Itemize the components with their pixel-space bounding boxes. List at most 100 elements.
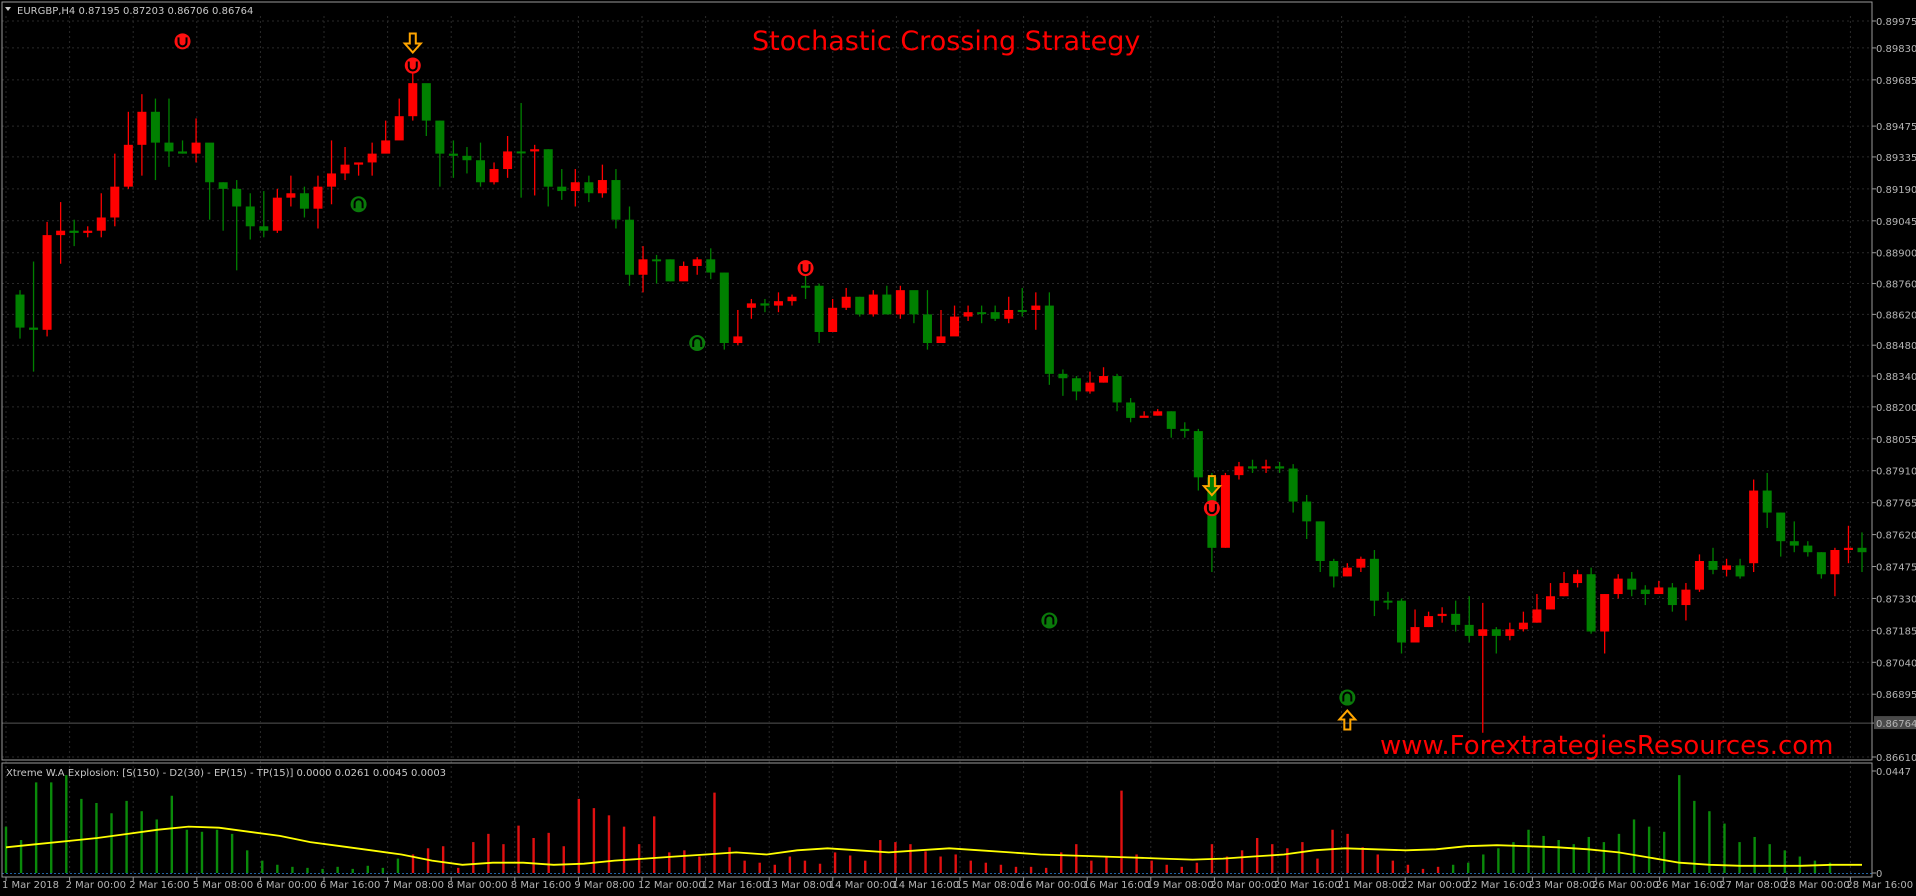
candle-body xyxy=(1302,501,1312,522)
y-tick-label: 0.88900 xyxy=(1876,249,1916,260)
candle-body xyxy=(570,182,580,192)
candle-body xyxy=(1830,550,1840,575)
candle-body xyxy=(665,259,675,282)
candle-body xyxy=(1139,415,1149,418)
candle-body xyxy=(1044,305,1054,374)
candle-body xyxy=(489,169,499,183)
y-tick-label: 0.87620 xyxy=(1876,531,1916,542)
y-tick-label: 0.86895 xyxy=(1876,690,1916,701)
candle-body xyxy=(1166,411,1176,429)
candle-body xyxy=(1031,305,1041,310)
candle-body xyxy=(1071,378,1081,392)
x-tick-label: 27 Mar 08:00 xyxy=(1719,880,1786,891)
x-tick-label: 13 Mar 08:00 xyxy=(765,880,832,891)
x-tick-label: 7 Mar 08:00 xyxy=(384,880,444,891)
x-tick-label: 28 Mar 00:00 xyxy=(1783,880,1850,891)
candle-body xyxy=(855,296,865,315)
candle-body xyxy=(597,180,607,194)
y-tick-label: 0.86610 xyxy=(1876,753,1916,764)
candle-body xyxy=(69,230,79,233)
candle-body xyxy=(56,230,66,236)
candle-body xyxy=(1776,512,1786,542)
candle-body xyxy=(191,142,201,154)
buy-signal-icon xyxy=(1339,689,1356,706)
candle-body xyxy=(1694,561,1704,590)
candle-body xyxy=(354,162,364,165)
candle-body xyxy=(1369,558,1379,601)
candle-body xyxy=(1342,567,1352,577)
candle-body xyxy=(1288,468,1298,502)
indicator-pane-border xyxy=(1,762,1873,878)
x-tick-label: 12 Mar 16:00 xyxy=(702,880,769,891)
chart-title: Stochastic Crossing Strategy xyxy=(752,26,1140,57)
candle-body xyxy=(652,259,662,262)
down-arrow-icon xyxy=(402,32,424,55)
indicator-header: Xtreme W.A Explosion: [S(150) - D2(30) -… xyxy=(6,768,446,779)
candle-body xyxy=(503,151,513,170)
candle-body xyxy=(232,188,242,207)
candle-body xyxy=(733,336,743,344)
candle-body xyxy=(706,259,716,273)
chart-menu-triangle-icon[interactable] xyxy=(5,7,11,11)
candle-body xyxy=(286,193,296,198)
candle-body xyxy=(245,206,255,227)
candle-body xyxy=(96,217,106,231)
candle-body xyxy=(381,140,391,154)
x-tick-label: 19 Mar 08:00 xyxy=(1147,880,1214,891)
candle-body xyxy=(1234,466,1244,476)
candle-body xyxy=(787,296,797,302)
candle-body xyxy=(611,180,621,220)
y-tick-label: 0.89975 xyxy=(1876,17,1916,28)
candle-body xyxy=(1573,574,1583,584)
candle-body xyxy=(530,149,540,152)
candle-body xyxy=(1613,578,1623,595)
y-tick-label: 0.88055 xyxy=(1876,435,1916,446)
x-tick-label: 6 Mar 16:00 xyxy=(320,880,380,891)
x-tick-label: 14 Mar 16:00 xyxy=(892,880,959,891)
x-tick-label: 1 Mar 2018 xyxy=(2,880,59,891)
candle-body xyxy=(476,160,485,183)
y-tick-label: 0.87765 xyxy=(1876,499,1916,510)
candle-body xyxy=(435,120,445,154)
x-tick-label: 12 Mar 00:00 xyxy=(638,880,705,891)
buy-signal-icon xyxy=(1041,612,1058,629)
x-tick-label: 14 Mar 00:00 xyxy=(829,880,896,891)
grid-lines xyxy=(2,16,1872,873)
y-tick-label: 0.89475 xyxy=(1876,122,1916,133)
y-tick-label: 0.89190 xyxy=(1876,185,1916,196)
price-pane-border xyxy=(1,1,1873,761)
candle-body xyxy=(679,265,689,282)
candle-body xyxy=(1545,596,1555,610)
x-tick-label: 2 Mar 16:00 xyxy=(129,880,189,891)
candle-body xyxy=(557,186,567,192)
candle-body xyxy=(773,301,783,306)
x-tick-label: 16 Mar 16:00 xyxy=(1083,880,1150,891)
candle-body xyxy=(205,142,215,183)
y-tick-label: 0.89685 xyxy=(1876,76,1916,87)
x-tick-label: 15 Mar 08:00 xyxy=(956,880,1023,891)
symbol-header: EURGBP,H4 0.87195 0.87203 0.86706 0.8676… xyxy=(17,6,253,17)
candle-body xyxy=(1085,382,1095,392)
candle-body xyxy=(218,182,228,189)
up-arrow-icon xyxy=(1337,709,1358,731)
candle-body xyxy=(1478,629,1488,636)
candle-body xyxy=(1816,552,1826,575)
candle-body xyxy=(299,193,309,209)
candle-body xyxy=(922,314,932,344)
x-tick-label: 22 Mar 00:00 xyxy=(1401,880,1468,891)
candle-body xyxy=(1681,589,1691,606)
candle-body xyxy=(1843,547,1853,551)
x-tick-label: 16 Mar 00:00 xyxy=(1020,880,1087,891)
candle-body xyxy=(1518,622,1528,630)
candle-body xyxy=(624,219,634,275)
candle-body xyxy=(1857,547,1867,553)
candle-body xyxy=(1153,411,1163,416)
candle-body xyxy=(1667,587,1677,606)
candle-body xyxy=(1099,376,1109,383)
candle-body xyxy=(638,259,648,275)
candle-body xyxy=(394,116,404,141)
candle-body xyxy=(1559,583,1569,597)
indicator-y-tick-label: 0 xyxy=(1876,869,1882,880)
candle-body xyxy=(868,294,878,315)
